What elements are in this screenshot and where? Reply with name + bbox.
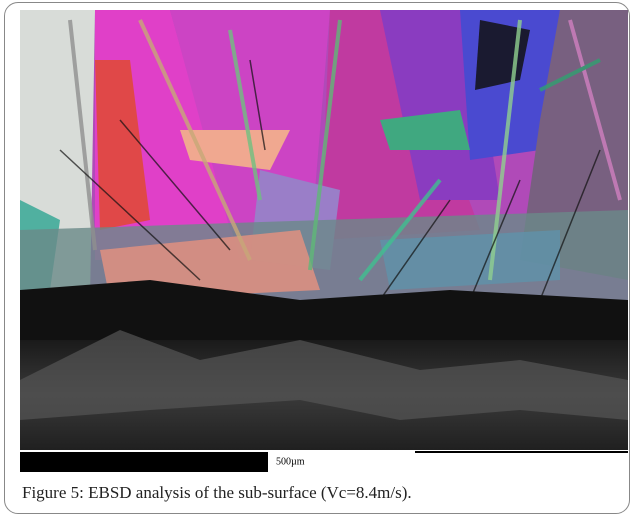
page: {"figure": {"scale_bar_label": "500µm", … (0, 0, 636, 519)
micrograph (20, 10, 628, 450)
scale-bar (20, 452, 268, 472)
scale-label: 500µm (276, 456, 305, 467)
figure-caption: Figure 5: EBSD analysis of the sub-surfa… (22, 483, 412, 503)
ebsd-image: 500µm (0, 0, 636, 480)
